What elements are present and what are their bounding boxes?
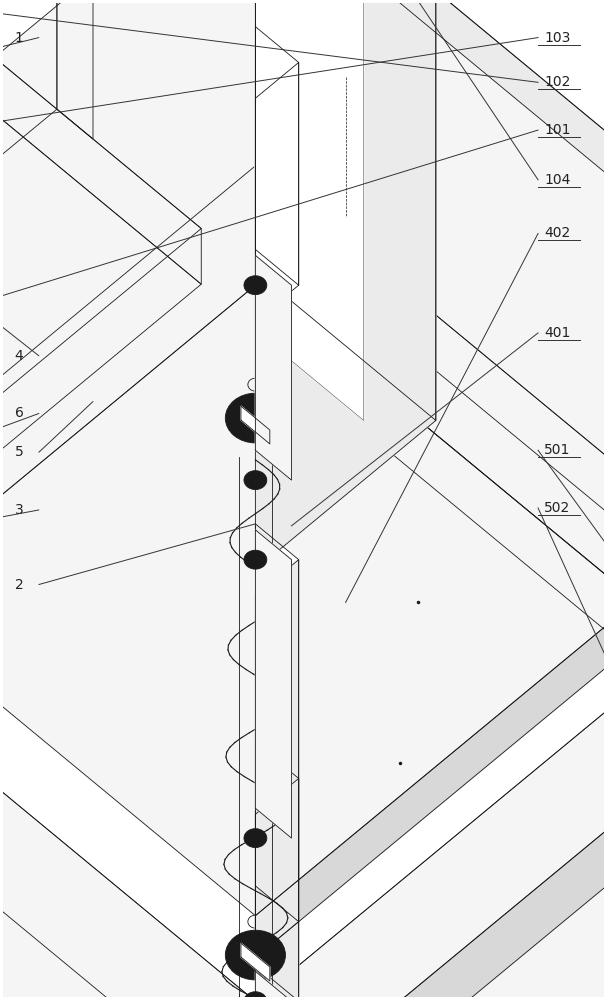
Polygon shape — [57, 0, 93, 139]
Polygon shape — [256, 0, 364, 420]
Polygon shape — [256, 146, 607, 955]
Text: 1: 1 — [15, 31, 24, 45]
Ellipse shape — [225, 393, 285, 443]
Polygon shape — [256, 166, 607, 643]
Polygon shape — [256, 560, 299, 957]
Polygon shape — [256, 255, 291, 480]
Polygon shape — [241, 406, 270, 444]
Ellipse shape — [244, 471, 267, 490]
Polygon shape — [0, 20, 202, 1000]
Polygon shape — [256, 0, 607, 420]
Polygon shape — [0, 20, 202, 284]
Polygon shape — [256, 524, 299, 922]
Text: 103: 103 — [544, 31, 571, 45]
Text: 502: 502 — [544, 501, 571, 515]
Polygon shape — [256, 166, 607, 699]
Polygon shape — [256, 379, 607, 957]
Polygon shape — [256, 27, 299, 285]
Ellipse shape — [244, 829, 267, 848]
Polygon shape — [256, 643, 607, 1000]
Text: 402: 402 — [544, 226, 571, 240]
Polygon shape — [256, 62, 299, 321]
Text: 102: 102 — [544, 75, 571, 89]
Ellipse shape — [244, 276, 267, 295]
Polygon shape — [0, 146, 607, 1000]
Text: 401: 401 — [544, 326, 571, 340]
Polygon shape — [0, 285, 607, 1000]
Text: 4: 4 — [15, 349, 24, 363]
Polygon shape — [256, 743, 299, 1000]
Ellipse shape — [244, 550, 267, 569]
Polygon shape — [256, 530, 291, 838]
Polygon shape — [256, 643, 607, 1000]
Ellipse shape — [244, 992, 267, 1000]
Polygon shape — [0, 0, 607, 916]
Polygon shape — [256, 0, 436, 420]
Polygon shape — [0, 643, 256, 1000]
Polygon shape — [256, 0, 436, 570]
Text: 6: 6 — [15, 406, 24, 420]
Polygon shape — [256, 971, 291, 1000]
Text: 101: 101 — [544, 123, 571, 137]
Polygon shape — [0, 75, 202, 1000]
Polygon shape — [256, 778, 299, 1000]
Polygon shape — [0, 166, 256, 643]
Polygon shape — [256, 285, 607, 699]
Text: 5: 5 — [15, 445, 24, 459]
Text: 2: 2 — [15, 578, 24, 592]
Polygon shape — [0, 0, 202, 603]
Text: 501: 501 — [544, 443, 571, 457]
Text: 104: 104 — [544, 173, 571, 187]
Polygon shape — [241, 943, 270, 981]
Polygon shape — [0, 0, 57, 930]
Polygon shape — [256, 922, 607, 1000]
Ellipse shape — [225, 930, 285, 980]
Text: 3: 3 — [15, 503, 24, 517]
